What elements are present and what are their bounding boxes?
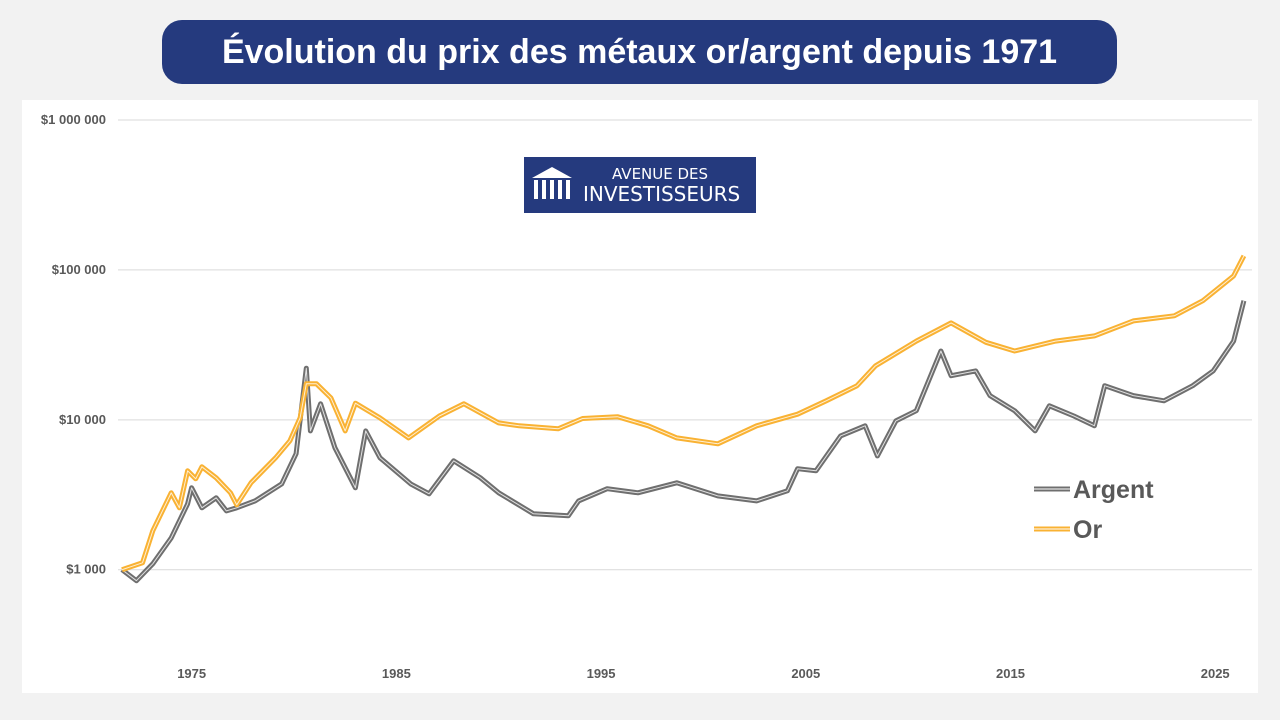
x-tick-label: 1995 xyxy=(587,666,616,681)
x-tick-label: 2015 xyxy=(996,666,1025,681)
x-tick-label: 2025 xyxy=(1201,666,1230,681)
legend-label: Argent xyxy=(1073,476,1154,504)
x-tick-label: 1975 xyxy=(177,666,206,681)
logo: AVENUE DES INVESTISSEURS xyxy=(524,157,756,213)
y-tick-label: $100 000 xyxy=(52,262,106,277)
logo-background xyxy=(524,157,756,213)
page-title: Évolution du prix des métaux or/argent d… xyxy=(162,20,1117,84)
logo-line1: AVENUE DES xyxy=(612,165,708,183)
legend-label: Or xyxy=(1073,516,1102,544)
series-line-highlight xyxy=(121,255,1245,571)
x-tick-label: 1985 xyxy=(382,666,411,681)
temple-icon xyxy=(532,167,572,199)
series-or xyxy=(121,254,1247,573)
y-tick-label: $1 000 xyxy=(66,562,106,577)
y-tick-label: $10 000 xyxy=(59,412,106,427)
y-tick-label: $1 000 000 xyxy=(41,112,106,127)
chart: $1 000 $10 000 $100 000 $1 000 000 1975 1985 1… xyxy=(41,112,1252,681)
x-tick-label: 2005 xyxy=(791,666,820,681)
series-argent xyxy=(120,300,1247,584)
chart-panel: $1 000 $10 000 $100 000 $1 000 000 1975 1985 1… xyxy=(22,100,1258,693)
logo-line2: INVESTISSEURS xyxy=(583,182,740,206)
